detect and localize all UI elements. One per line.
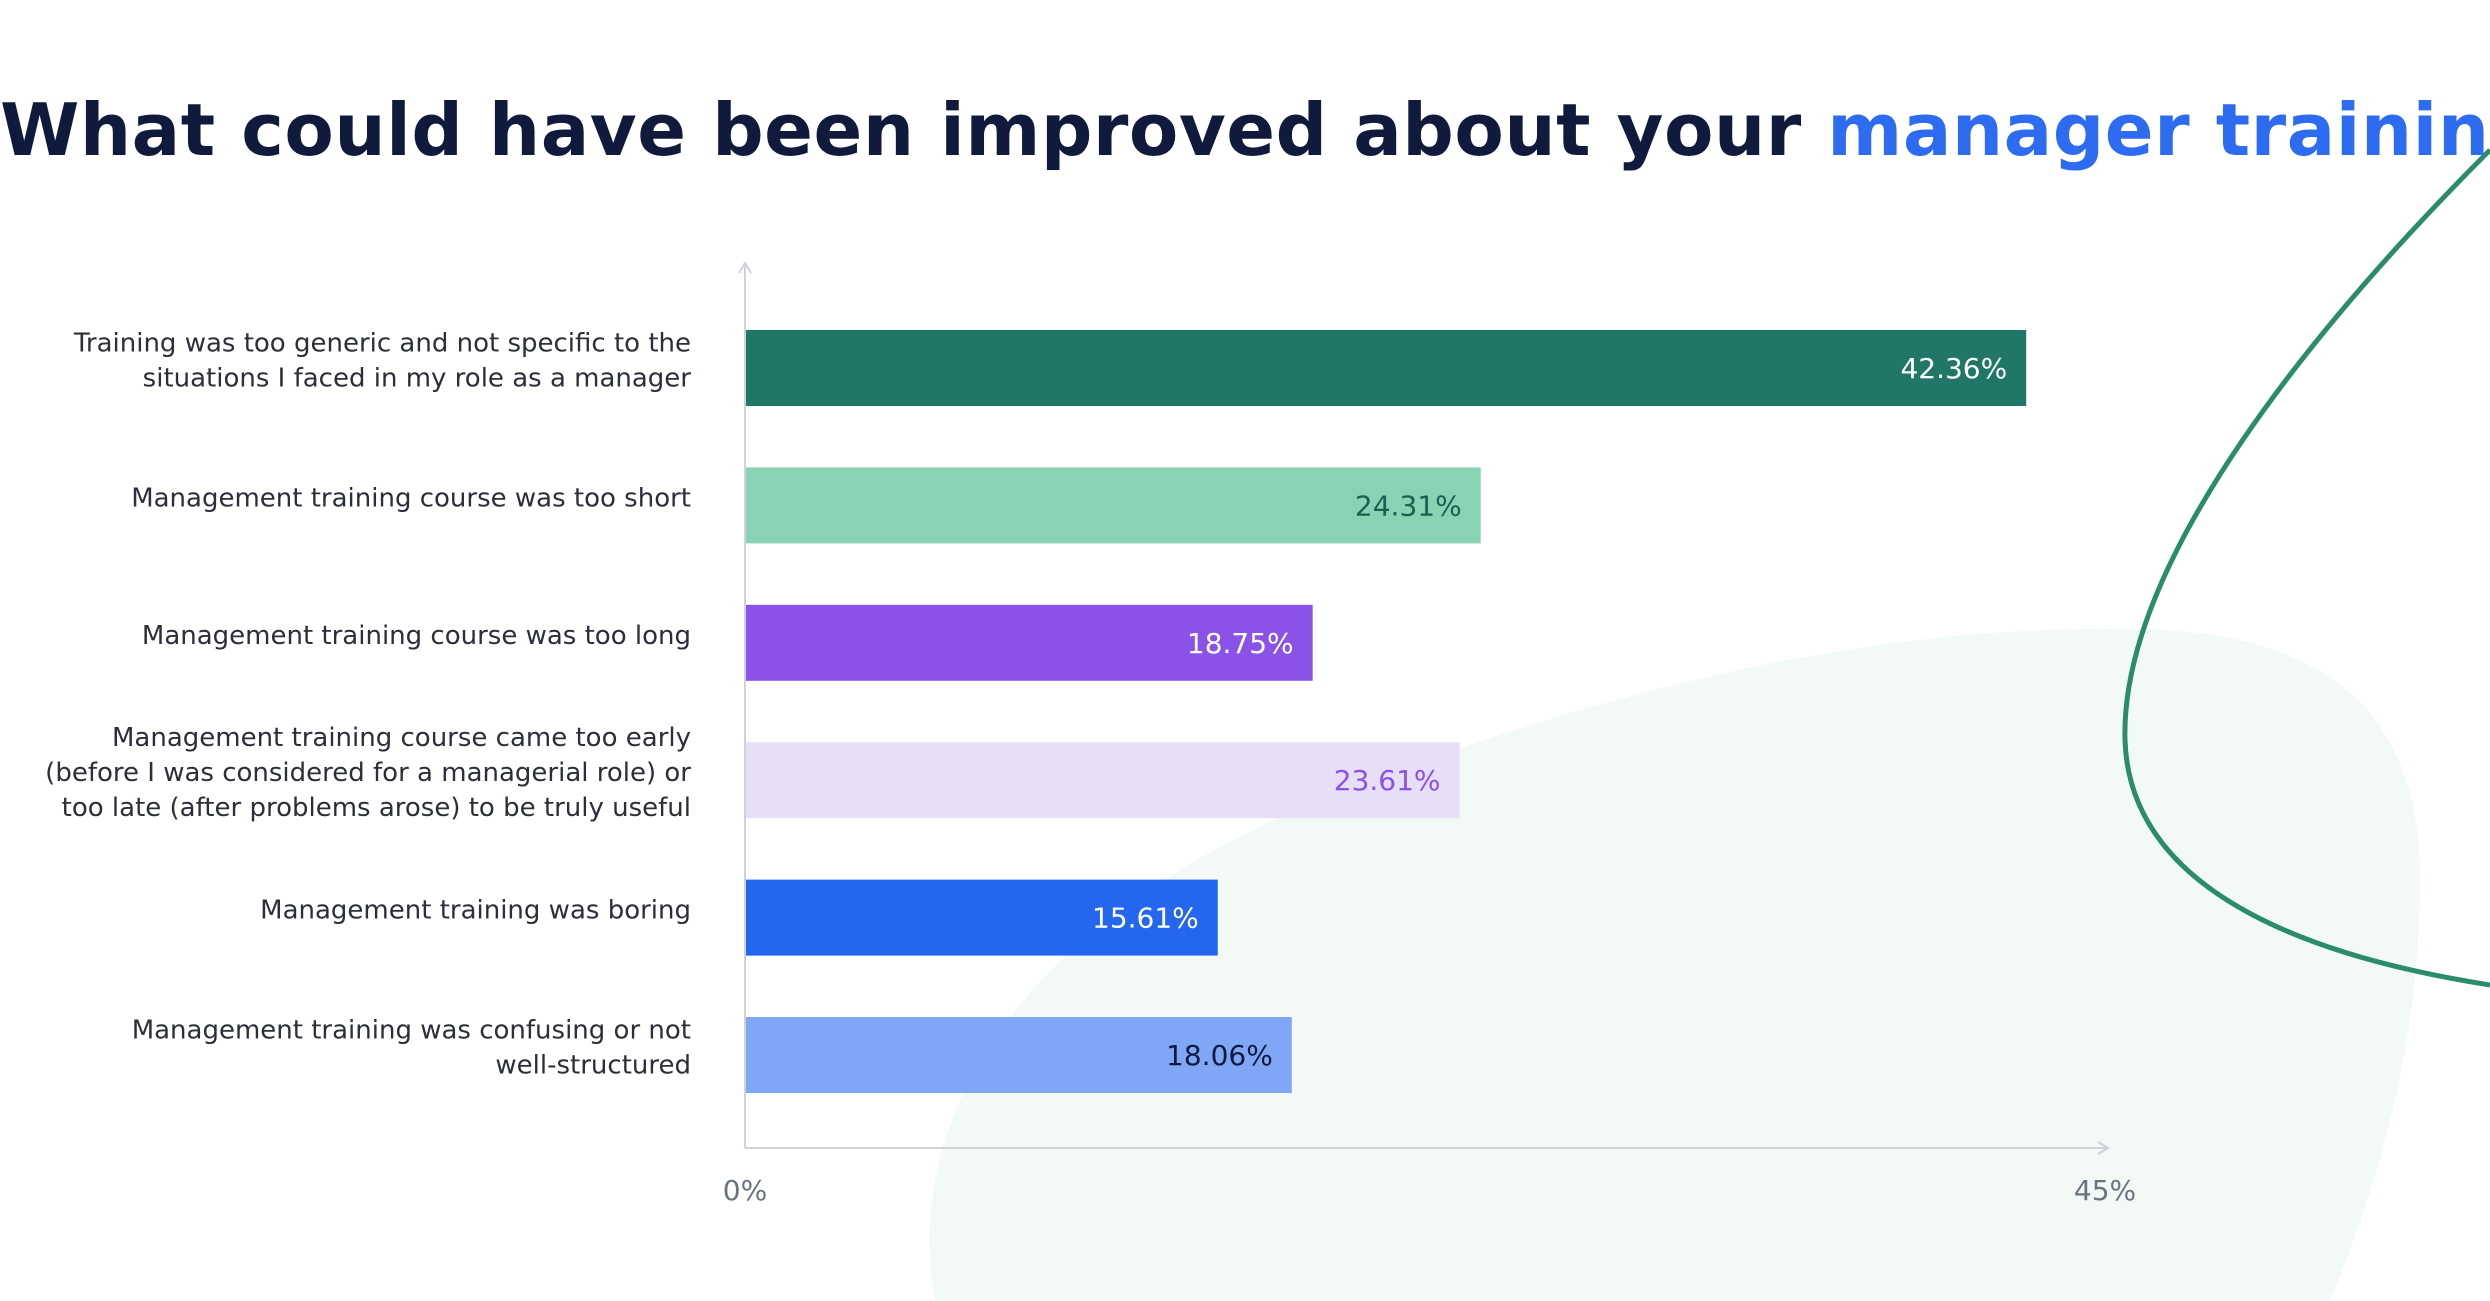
category-label-line: Training was too generic and not specifi… [73,329,691,359]
bar-value-label-1: 42.36% [1900,352,2007,385]
category-label-line: well-structured [495,1051,691,1081]
title-accent: manager training? [1827,88,2490,172]
title-main: What could have been improved about your [0,88,1828,172]
category-label-5: Management training was boring [260,896,691,926]
bar-4 [746,742,1460,819]
category-label-1: Training was too generic and not specifi… [73,329,691,394]
category-label-2: Management training course was too short [131,483,691,513]
category-label-line: Management training was confusing or not [132,1016,691,1046]
bar-value-label-2: 24.31% [1355,489,1462,522]
category-label-4: Management training course came too earl… [45,723,691,823]
category-label-line: (before I was considered for a manageria… [45,758,691,788]
bar-2 [746,467,1481,544]
category-label-6: Management training was confusing or not… [132,1016,691,1081]
bar-value-label-5: 15.61% [1092,902,1199,935]
x-tick-label: 45% [2074,1174,2136,1207]
y-axis-arrow [738,261,752,274]
category-label-3: Management training course was too long [142,621,691,651]
bar-value-label-6: 18.06% [1166,1039,1273,1072]
category-label-line: Management training course came too earl… [112,723,691,753]
background-blob [929,628,2421,1301]
bar-3 [746,604,1313,681]
x-tick-label: 0% [723,1174,767,1207]
bar-1 [746,330,2027,406]
category-label-line: Management training was boring [260,896,691,926]
bar-5 [746,879,1218,956]
decorative-curve [2122,148,2490,988]
category-label-line: Management training course was too long [142,621,691,651]
category-label-line: situations I faced in my role as a manag… [143,364,692,394]
page-title: What could have been improved about your… [0,88,2490,172]
bar-value-label-4: 23.61% [1334,764,1441,797]
category-label-line: too late (after problems arose) to be tr… [62,793,691,823]
bar-6 [746,1017,1292,1093]
bar-value-label-3: 18.75% [1187,627,1294,660]
category-label-line: Management training course was too short [131,483,691,513]
x-axis-arrow [2097,1141,2110,1155]
